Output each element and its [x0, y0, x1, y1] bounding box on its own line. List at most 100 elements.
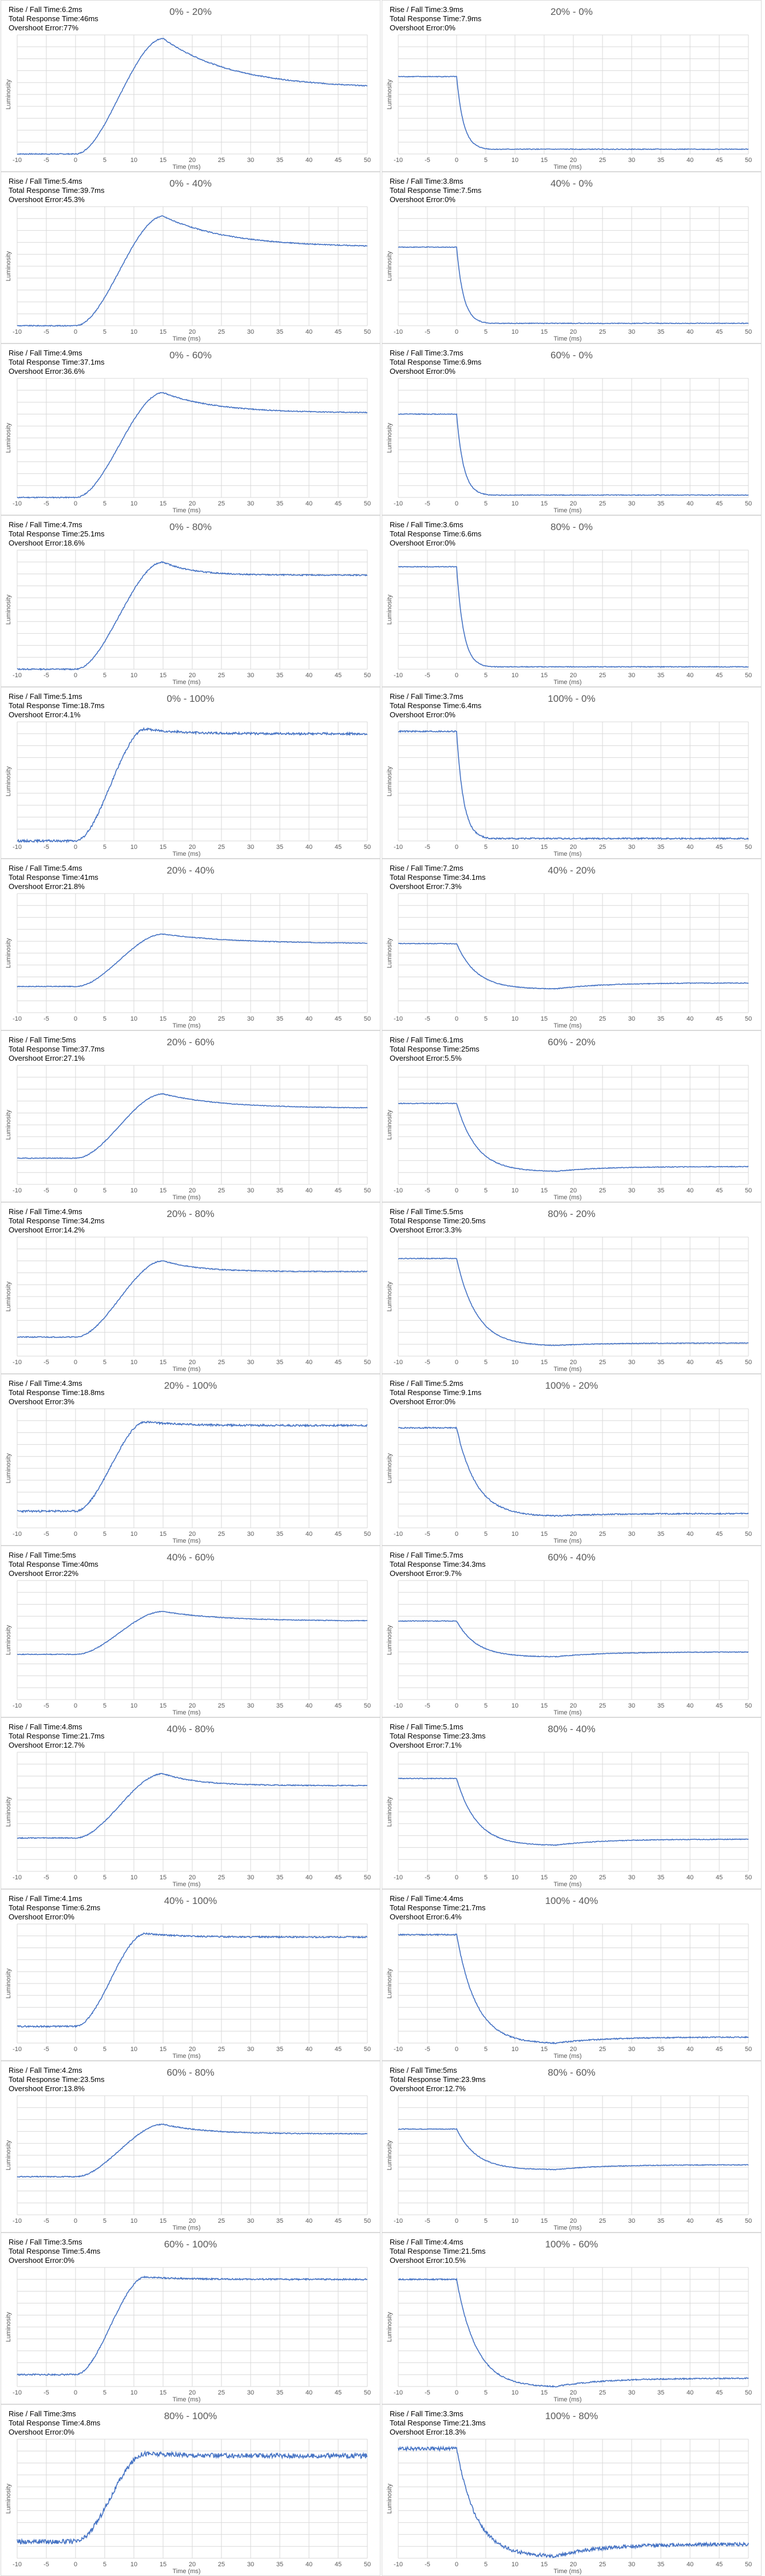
x-tick-label: -5 [425, 1359, 430, 1366]
x-tick-label: 15 [541, 329, 548, 335]
x-axis-label: Time (ms) [553, 164, 581, 171]
series-line [398, 1257, 749, 1346]
x-tick-label: 45 [335, 1187, 342, 1194]
x-tick-label: 5 [103, 329, 106, 335]
overshoot-error-text: Overshoot Error:18.3% [390, 2428, 466, 2436]
x-tick-label: -5 [425, 844, 430, 851]
rise-fall-time-text: Rise / Fall Time:4.1ms [9, 1894, 82, 1903]
x-tick-label: 30 [628, 1702, 635, 1709]
x-tick-label: -10 [394, 1016, 403, 1022]
x-axis-label: Time (ms) [172, 164, 200, 171]
x-tick-label: 50 [364, 157, 371, 164]
y-axis-label: Luminosity [386, 766, 393, 796]
x-tick-label: 45 [716, 1531, 723, 1538]
overshoot-error-text: Overshoot Error:9.7% [390, 1569, 462, 1578]
x-tick-label: 40 [687, 1702, 693, 1709]
x-tick-label: -10 [394, 2046, 403, 2053]
x-tick-label: 30 [628, 500, 635, 507]
x-tick-label: 15 [541, 1359, 548, 1366]
x-tick-label: 0 [74, 1531, 77, 1538]
chart-panel: Rise / Fall Time:5.5ms Total Response Tim… [382, 1202, 762, 1374]
x-tick-label: 50 [745, 2218, 752, 2225]
x-tick-label: 35 [657, 1531, 664, 1538]
total-response-time-text: Total Response Time:18.7ms [9, 701, 105, 710]
x-tick-label: 15 [541, 1531, 548, 1538]
y-axis-label: Luminosity [5, 1453, 12, 1483]
x-tick-label: 40 [306, 1531, 312, 1538]
x-tick-label: 25 [599, 844, 606, 851]
x-tick-label: 20 [189, 2561, 196, 2568]
x-tick-label: 30 [247, 500, 254, 507]
line-chart: -10 -5 0 5 10 15 20 25 30 35 40 45 50 Time (ms) Lumino… [386, 721, 752, 858]
x-tick-label: 40 [687, 1016, 693, 1022]
x-tick-label: 35 [276, 2046, 283, 2053]
x-tick-label: 50 [364, 1359, 371, 1366]
x-tick-label: 20 [570, 2561, 577, 2568]
chart-title: 40% - 80% [167, 1724, 215, 1735]
chart-title: 100% - 40% [545, 1895, 598, 1906]
x-tick-label: 20 [189, 157, 196, 164]
x-tick-label: -10 [13, 1702, 22, 1709]
x-tick-label: 50 [745, 500, 752, 507]
x-tick-label: 20 [570, 2218, 577, 2225]
x-tick-label: 50 [745, 1702, 752, 1709]
chart-title: 20% - 40% [167, 865, 215, 876]
x-tick-label: 10 [130, 1874, 137, 1881]
x-tick-label: 40 [687, 1187, 693, 1194]
total-response-time-text: Total Response Time:21.5ms [390, 2247, 486, 2255]
chart-title: 80% - 0% [550, 521, 593, 532]
x-tick-label: 0 [74, 1359, 77, 1366]
line-chart: -10 -5 0 5 10 15 20 25 30 35 40 45 50 Time (ms) Lumino… [386, 1408, 752, 1544]
response-stats: Rise / Fall Time:4.9ms Total Response Tim… [9, 1207, 105, 1235]
x-tick-label: -10 [13, 1016, 22, 1022]
x-tick-label: 35 [276, 2218, 283, 2225]
rise-fall-time-text: Rise / Fall Time:4.3ms [9, 1379, 82, 1388]
x-tick-label: 10 [130, 1187, 137, 1194]
series-line [17, 1421, 368, 1514]
x-tick-label: 0 [455, 2046, 458, 2053]
overshoot-error-text: Overshoot Error:5.5% [390, 1054, 462, 1062]
x-tick-label: 30 [247, 2218, 254, 2225]
x-tick-label: 5 [103, 2561, 106, 2568]
total-response-time-text: Total Response Time:4.8ms [9, 2419, 101, 2427]
total-response-time-text: Total Response Time:6.2ms [9, 1903, 101, 1912]
x-tick-label: 30 [628, 1359, 635, 1366]
x-tick-label: 40 [306, 844, 312, 851]
x-axis-label: Time (ms) [172, 2396, 200, 2403]
x-tick-label: 30 [628, 2046, 635, 2053]
x-axis-label: Time (ms) [553, 2568, 581, 2575]
x-tick-label: 35 [276, 1016, 283, 1022]
x-tick-label: 25 [599, 2389, 606, 2396]
x-axis-label: Time (ms) [553, 335, 581, 342]
total-response-time-text: Total Response Time:37.1ms [9, 358, 105, 366]
chart-panel: Rise / Fall Time:4.7ms Total Response Tim… [1, 515, 380, 687]
x-tick-label: 0 [455, 1016, 458, 1022]
overshoot-error-text: Overshoot Error:0% [390, 1397, 455, 1406]
response-stats: Rise / Fall Time:5ms Total Response Time:… [9, 1036, 105, 1063]
overshoot-error-text: Overshoot Error:7.1% [390, 1741, 462, 1749]
x-tick-label: 20 [189, 844, 196, 851]
total-response-time-text: Total Response Time:23.3ms [390, 1732, 486, 1740]
chart-title: 100% - 20% [545, 1380, 598, 1391]
x-tick-label: 0 [74, 1874, 77, 1881]
line-chart: -10 -5 0 5 10 15 20 25 30 35 40 45 50 Time (ms) Lumino… [5, 2439, 371, 2575]
x-tick-label: -5 [425, 1531, 430, 1538]
x-axis-label: Time (ms) [172, 1709, 200, 1716]
x-tick-label: 10 [130, 1359, 137, 1366]
rise-fall-time-text: Rise / Fall Time:5ms [9, 1036, 76, 1044]
x-tick-label: 10 [512, 2561, 518, 2568]
x-tick-label: 40 [687, 2218, 693, 2225]
rise-fall-time-text: Rise / Fall Time:3.5ms [9, 2238, 82, 2246]
x-tick-label: -5 [425, 329, 430, 335]
total-response-time-text: Total Response Time:21.7ms [9, 1732, 105, 1740]
x-tick-label: -5 [43, 500, 49, 507]
x-tick-label: -10 [394, 1187, 403, 1194]
x-tick-label: 45 [716, 1874, 723, 1881]
response-stats: Rise / Fall Time:7.2ms Total Response Tim… [390, 864, 486, 891]
response-stats: Rise / Fall Time:5.1ms Total Response Tim… [390, 1722, 486, 1750]
x-tick-label: 35 [276, 672, 283, 679]
x-axis-label: Time (ms) [172, 1538, 200, 1544]
x-tick-label: 5 [484, 2389, 487, 2396]
x-tick-label: 5 [103, 1016, 106, 1022]
x-axis-label: Time (ms) [553, 1538, 581, 1544]
